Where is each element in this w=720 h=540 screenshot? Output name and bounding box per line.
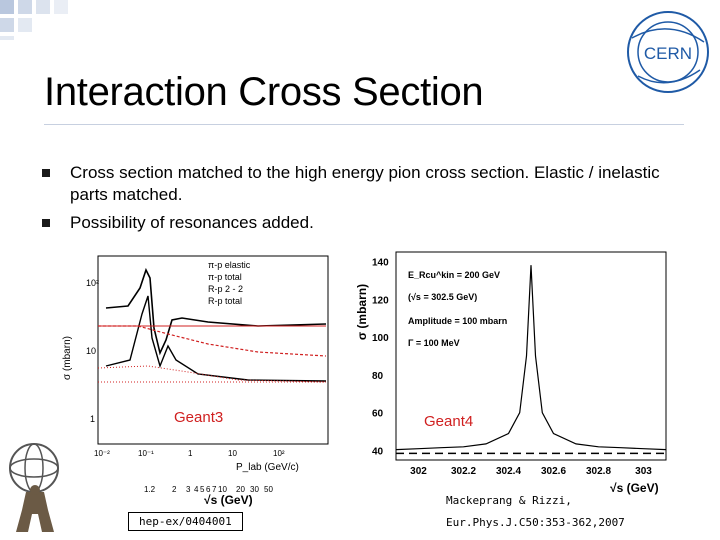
x-tick-label: 302.4: [496, 466, 521, 477]
annotation: E_Rcu^kin = 200 GeV: [408, 270, 500, 280]
y-ticks: 40 60 80 100 120 140: [372, 257, 389, 457]
sqrt-tick: 50: [264, 485, 273, 494]
x-tick-label: 10²: [273, 449, 285, 458]
y-axis-label: σ (mbarn): [62, 336, 73, 380]
sqrt-tick: 2: [172, 485, 177, 494]
x-tick-label: 10⁻¹: [138, 449, 154, 458]
y-tick-label: 120: [372, 295, 389, 306]
annotation: Amplitude = 100 mbarn: [408, 316, 507, 326]
bullet-square-icon: [42, 219, 50, 227]
y-tick-label: 10: [86, 346, 96, 356]
y-tick-label: 40: [372, 447, 384, 458]
logo-text: CERN: [644, 44, 692, 63]
series-pi-p-total: [105, 267, 327, 356]
sqrt-tick: 5: [200, 485, 205, 494]
annotations: E_Rcu^kin = 200 GeV (√s = 302.5 GeV) Amp…: [408, 270, 507, 348]
x-axis-label-plab: P_lab (GeV/c): [236, 462, 299, 473]
x-axis-label: √s (GeV): [610, 481, 659, 495]
bullet-item: Cross section matched to the high energy…: [42, 162, 682, 206]
legend-item: π-p elastic: [208, 260, 251, 270]
geant4-label: Geant4: [424, 413, 473, 430]
plot-frame: [395, 251, 667, 461]
y-tick-label: 80: [372, 371, 384, 382]
bullet-square-icon: [42, 169, 50, 177]
sqrt-tick: 1.2: [144, 485, 156, 494]
title-divider: [44, 124, 684, 125]
bullet-text: Cross section matched to the high energy…: [70, 163, 660, 204]
plot-frame: [97, 255, 329, 445]
cern-logo: CERN: [627, 11, 709, 93]
legend-item: π-p total: [208, 272, 242, 282]
reference-journal: Eur.Phys.J.C50:353-362,2007: [446, 516, 625, 529]
x-tick-label: 302.6: [541, 466, 566, 477]
series-pi-p-elastic: [105, 295, 327, 382]
series-r-p-total: [98, 325, 327, 357]
y-axis-label: σ (mbarn): [355, 284, 369, 340]
x-tick-label: 302: [410, 466, 427, 477]
sqrt-tick: 30: [250, 485, 259, 494]
geant3-label: Geant3: [174, 409, 223, 426]
x-axis-label-sqrt: √s (GeV): [204, 493, 253, 507]
atlas-figure-icon: [9, 443, 59, 532]
corner-decoration: [0, 0, 90, 40]
annotation: (√s = 302.5 GeV): [408, 292, 477, 302]
legend-item: R-p total: [208, 296, 242, 306]
sqrt-tick: 6: [206, 485, 211, 494]
x-tick-label: 1: [188, 449, 193, 458]
reference-hep-ex: hep-ex/0404001: [128, 512, 243, 531]
sqrt-tick: 10: [218, 485, 227, 494]
y-tick-label: 10²: [86, 278, 99, 288]
x-tick-label: 10⁻²: [94, 449, 110, 458]
bullet-list: Cross section matched to the high energy…: [42, 162, 682, 240]
y-tick-label: 140: [372, 257, 389, 268]
x-tick-label: 302.8: [586, 466, 611, 477]
reference-authors: Mackeprang & Rizzi,: [446, 494, 572, 507]
x-tick-label: 303: [635, 466, 652, 477]
sqrt-tick: 20: [236, 485, 245, 494]
x-tick-label: 302.2: [451, 466, 476, 477]
legend: π-p elastic π-p total R-p 2 - 2 R-p tota…: [208, 260, 251, 306]
page-title: Interaction Cross Section: [44, 70, 484, 114]
bullet-text: Possibility of resonances added.: [70, 213, 314, 232]
series-r-p-22: [97, 365, 327, 383]
annotation: Γ = 100 MeV: [408, 338, 460, 348]
sqrt-s-ticks: 1.2 2 3 4 5 6 7 10 20 30 50: [144, 485, 273, 494]
geant3-plot: σ (mbarn) 10² 10 1 10⁻² 10⁻¹ 1 10 10² P_…: [62, 255, 329, 507]
y-tick-label: 1: [90, 414, 95, 424]
y-tick-label: 100: [372, 333, 389, 344]
resonance-curve: [395, 265, 667, 451]
sqrt-tick: 7: [212, 485, 217, 494]
bullet-item: Possibility of resonances added.: [42, 212, 682, 234]
legend-item: R-p 2 - 2: [208, 284, 243, 294]
y-tick-label: 60: [372, 409, 384, 420]
sqrt-tick: 4: [194, 485, 199, 494]
x-ticks: 302 302.2 302.4 302.6 302.8 303: [410, 466, 652, 477]
x-tick-label: 10: [228, 449, 237, 458]
sqrt-tick: 3: [186, 485, 191, 494]
